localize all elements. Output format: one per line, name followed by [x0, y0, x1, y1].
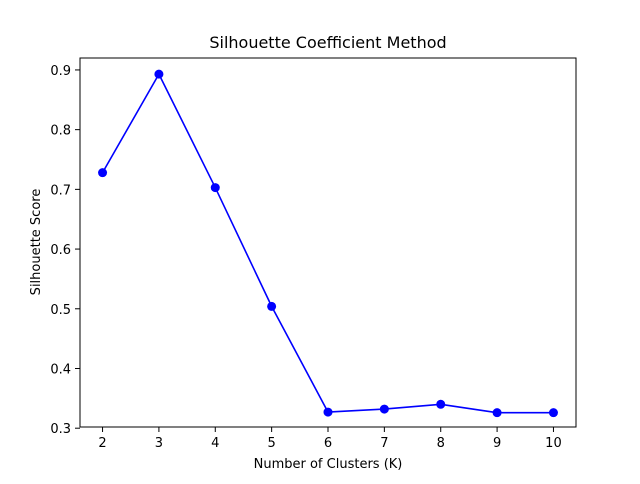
x-tick-label: 6: [324, 436, 332, 451]
data-point: [436, 399, 446, 409]
x-axis-label: Number of Clusters (K): [254, 457, 403, 472]
y-tick-label: 0.5: [50, 303, 71, 318]
data-point: [267, 301, 277, 311]
x-tick-label: 10: [545, 436, 562, 451]
data-point: [548, 408, 558, 418]
x-tick-label: 4: [211, 436, 219, 451]
x-axis: 2 3 4 5 6 7 8 9 10: [98, 427, 562, 451]
x-tick-label: 3: [155, 436, 163, 451]
data-point: [323, 407, 333, 417]
plot-area: [79, 57, 577, 428]
y-axis-label: Silhouette Score: [29, 189, 44, 296]
data-point: [492, 408, 502, 418]
x-tick-label: 2: [98, 436, 106, 451]
y-axis: 0.3 0.4 0.5 0.6 0.7 0.8 0.9: [50, 64, 80, 437]
data-point: [98, 168, 108, 178]
data-point: [154, 69, 164, 79]
series-layer: [98, 69, 558, 418]
y-tick-label: 0.9: [50, 64, 71, 79]
chart-title: Silhouette Coefficient Method: [209, 33, 446, 52]
y-tick-label: 0.6: [50, 243, 71, 258]
x-tick-label: 8: [437, 436, 445, 451]
data-point: [210, 183, 220, 193]
x-tick-label: 5: [267, 436, 275, 451]
y-tick-label: 0.8: [50, 124, 71, 139]
x-tick-label: 9: [493, 436, 501, 451]
y-tick-label: 0.3: [50, 422, 71, 437]
y-tick-label: 0.4: [50, 362, 71, 377]
y-tick-label: 0.7: [50, 183, 71, 198]
data-point: [379, 404, 389, 414]
x-tick-label: 7: [380, 436, 388, 451]
